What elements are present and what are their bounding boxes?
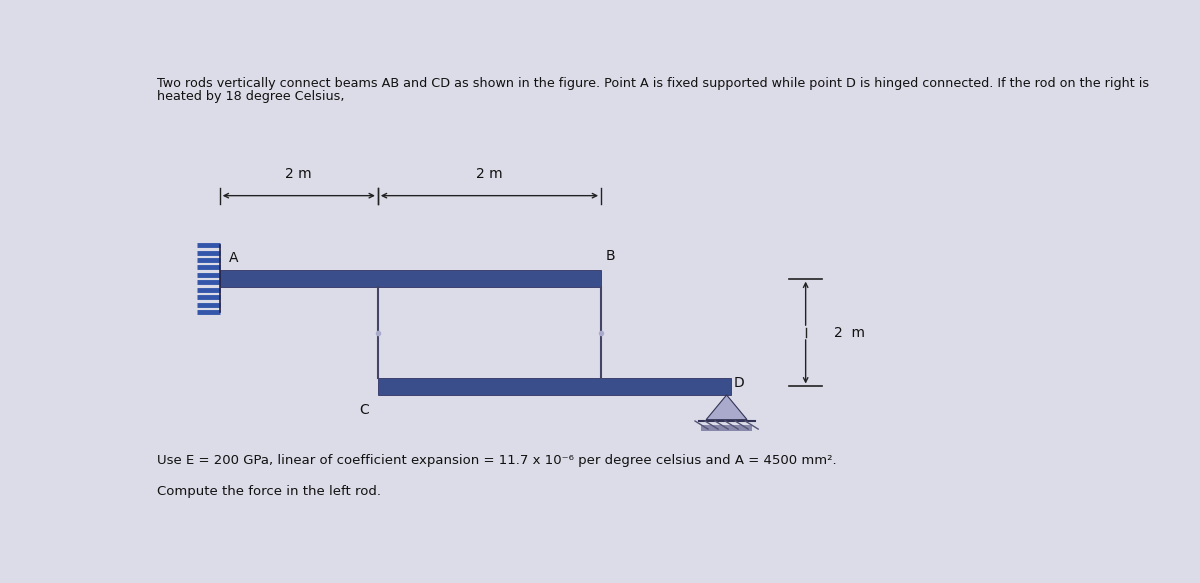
Text: 2 m: 2 m: [286, 167, 312, 181]
Text: Use E = 200 GPa, linear of coefficient expansion = 11.7 x 10⁻⁶ per degree celsiu: Use E = 200 GPa, linear of coefficient e…: [157, 454, 838, 467]
Text: Compute the force in the left rod.: Compute the force in the left rod.: [157, 485, 382, 498]
Text: Two rods vertically connect beams AB and CD as shown in the figure. Point A is f: Two rods vertically connect beams AB and…: [157, 77, 1150, 90]
Text: heated by 18 degree Celsius,: heated by 18 degree Celsius,: [157, 90, 344, 103]
Text: 2  m: 2 m: [834, 325, 864, 339]
Text: D: D: [734, 376, 745, 390]
Text: A: A: [229, 251, 239, 265]
Text: B: B: [606, 249, 616, 263]
Text: 2 m: 2 m: [476, 167, 503, 181]
Bar: [220, 270, 601, 287]
Bar: [378, 378, 731, 395]
Text: C: C: [359, 403, 368, 417]
Polygon shape: [706, 395, 748, 420]
Bar: [702, 426, 751, 431]
